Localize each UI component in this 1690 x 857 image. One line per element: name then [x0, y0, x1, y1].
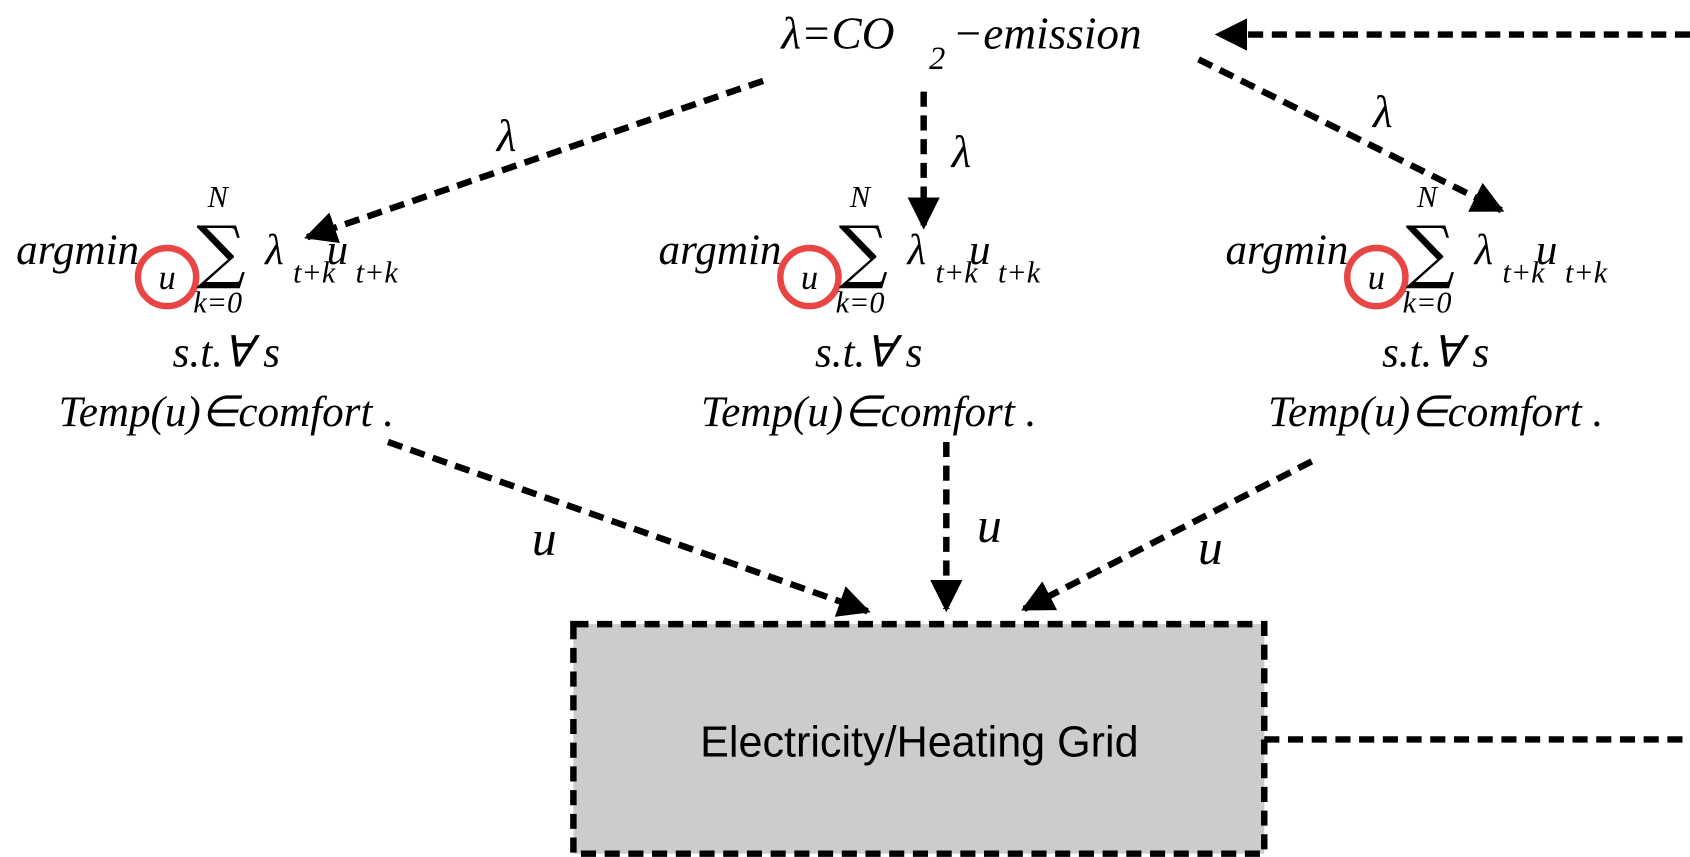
control-subscript: t+k [1565, 255, 1608, 289]
sum-symbol: ∑ [1406, 212, 1455, 292]
sum-lower: k=0 [193, 286, 242, 320]
control: u [327, 227, 349, 274]
arrow [304, 77, 765, 244]
top-node-suffix: −emission [953, 9, 1142, 59]
arrow [1197, 56, 1505, 214]
arrow [386, 438, 871, 617]
argmin: argmin [659, 227, 782, 274]
weight: λ [906, 227, 927, 274]
control: u [969, 227, 991, 274]
sum-symbol: ∑ [839, 212, 888, 292]
control: u [1536, 227, 1558, 274]
constraint: s.t.∀ s [1382, 330, 1489, 377]
argmin: argmin [1225, 227, 1348, 274]
weight: λ [1472, 227, 1493, 274]
sum-lower: k=0 [836, 286, 885, 320]
highlight-circle [1344, 244, 1409, 310]
edge-label: u [977, 498, 1002, 553]
control-subscript: t+k [998, 255, 1041, 289]
weight: λ [263, 227, 284, 274]
edge-label: λ [1371, 87, 1393, 137]
edge-label: u [532, 511, 557, 566]
sum-lower: k=0 [1403, 286, 1452, 320]
sum-symbol: ∑ [196, 212, 245, 292]
weight-subscript: t+k [293, 255, 336, 289]
sum-upper: N [849, 180, 872, 214]
sum-upper: N [207, 180, 230, 214]
argmin-variable: u [801, 259, 818, 297]
top-node-label: λ=CO [779, 9, 894, 59]
weight-subscript: t+k [1502, 255, 1545, 289]
edge-label: λ [495, 111, 517, 161]
condition: Temp(u)∈comfort . [701, 389, 1036, 436]
highlight-circle [777, 244, 842, 310]
edge-label: λ [950, 127, 972, 177]
argmin-variable: u [158, 259, 175, 297]
edge-label: u [1198, 520, 1223, 575]
sum-upper: N [1416, 180, 1439, 214]
grid-box [570, 620, 1268, 857]
condition: Temp(u)∈comfort . [1268, 389, 1603, 436]
constraint: s.t.∀ s [173, 330, 280, 377]
weight-subscript: t+k [936, 255, 979, 289]
highlight-circle [134, 244, 200, 310]
arrow [1021, 458, 1314, 612]
top-node-subscript: 2 [929, 40, 945, 76]
grid-box-label: Electricity/Heating Grid [700, 719, 1138, 767]
condition: Temp(u)∈comfort . [59, 389, 394, 436]
argmin: argmin [16, 227, 139, 274]
constraint: s.t.∀ s [815, 330, 922, 377]
control-subscript: t+k [356, 255, 399, 289]
argmin-variable: u [1368, 259, 1385, 297]
